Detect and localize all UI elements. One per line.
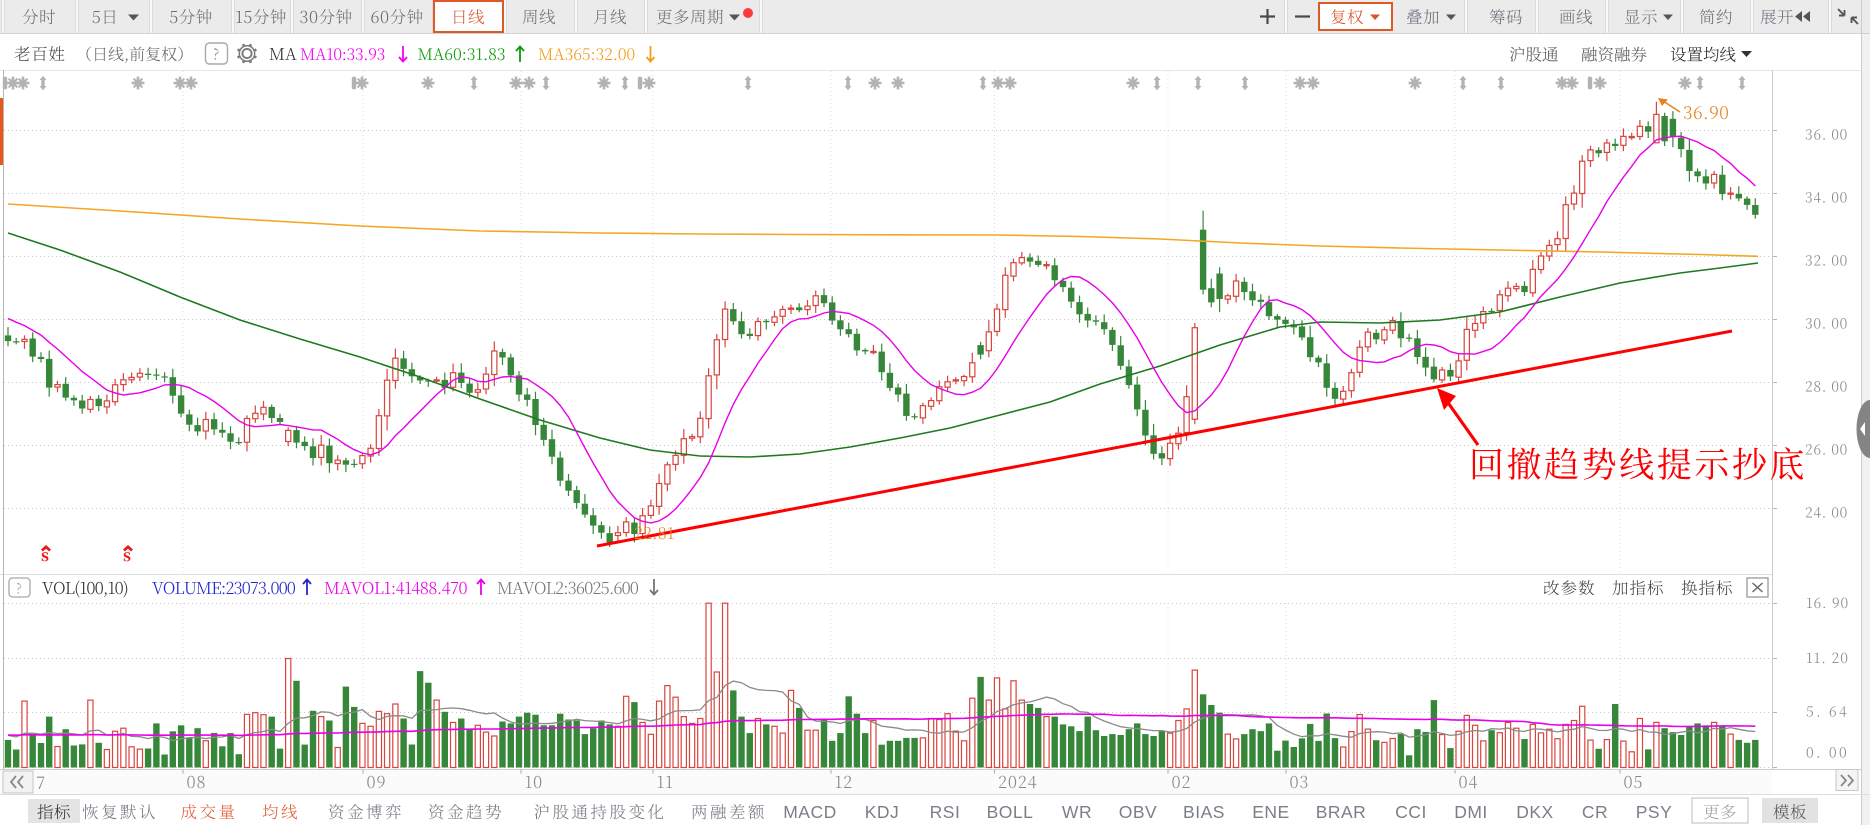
svg-text:KDJ: KDJ [865, 802, 900, 822]
svg-text:CR: CR [1582, 802, 1608, 822]
svg-text:OBV: OBV [1119, 802, 1157, 822]
svg-text:BRAR: BRAR [1316, 802, 1367, 822]
svg-text:WR: WR [1062, 802, 1092, 822]
svg-text:RSI: RSI [930, 802, 961, 822]
svg-text:PSY: PSY [1636, 802, 1673, 822]
svg-text:MACD: MACD [783, 802, 837, 822]
svg-text:BOLL: BOLL [987, 802, 1034, 822]
svg-text:DKX: DKX [1516, 802, 1553, 822]
svg-text:DMI: DMI [1454, 802, 1488, 822]
svg-text:BIAS: BIAS [1183, 802, 1225, 822]
svg-text:ENE: ENE [1252, 802, 1289, 822]
svg-text:CCI: CCI [1395, 802, 1427, 822]
